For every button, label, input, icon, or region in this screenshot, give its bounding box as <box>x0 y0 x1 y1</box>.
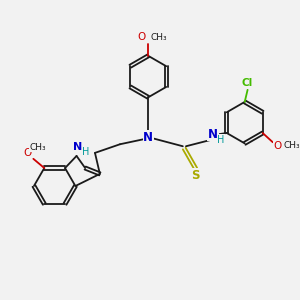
Text: O: O <box>23 148 31 158</box>
Text: H: H <box>218 135 225 145</box>
Text: H: H <box>82 147 89 157</box>
Text: N: N <box>208 128 218 141</box>
Text: O: O <box>138 32 146 42</box>
Text: O: O <box>274 141 282 151</box>
Text: N: N <box>73 142 82 152</box>
Text: S: S <box>191 169 200 182</box>
Text: CH₃: CH₃ <box>151 33 167 42</box>
Text: N: N <box>143 130 153 143</box>
Text: CH₃: CH₃ <box>30 143 46 152</box>
Text: CH₃: CH₃ <box>283 142 300 151</box>
Text: Cl: Cl <box>242 78 253 88</box>
